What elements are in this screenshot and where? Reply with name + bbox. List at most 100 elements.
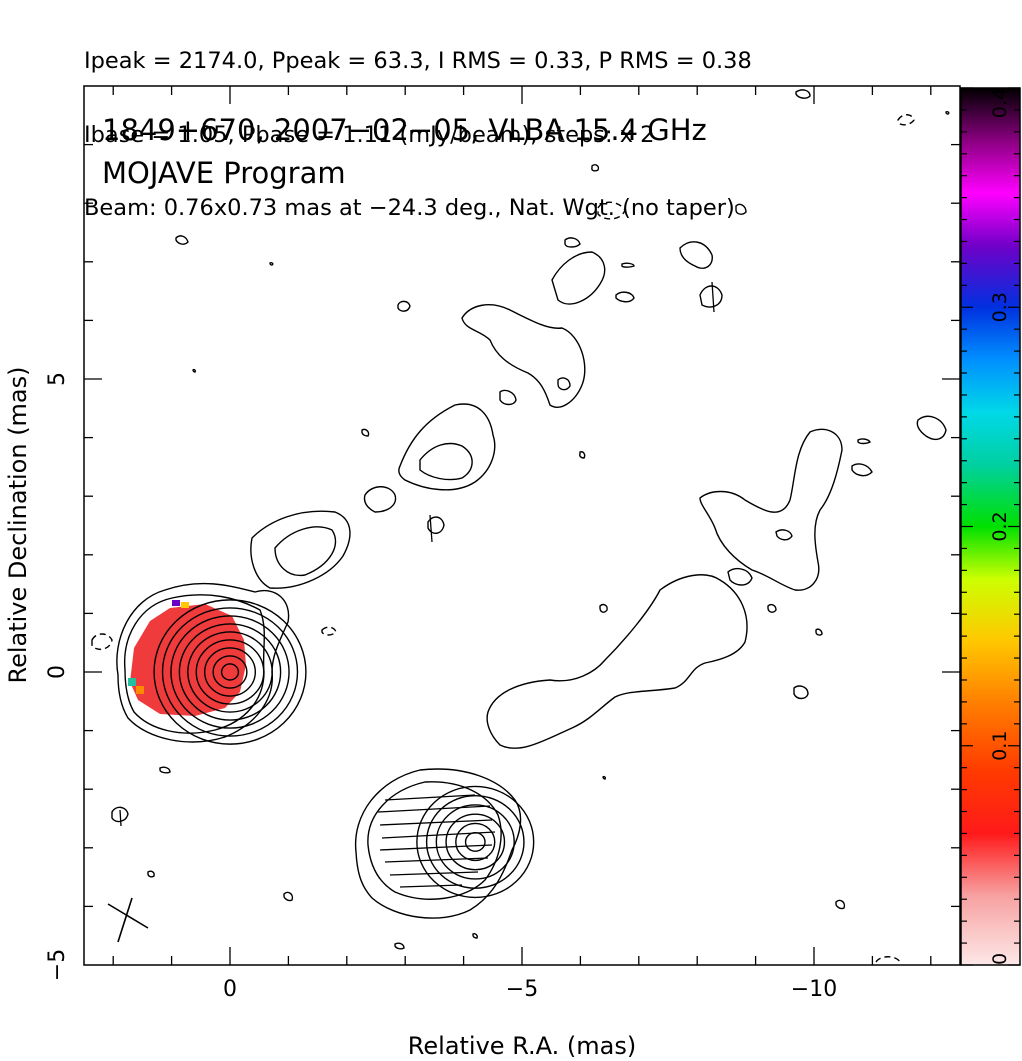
feature-rings xyxy=(416,785,535,899)
beam-major-axis xyxy=(107,903,149,929)
pol-vector xyxy=(711,281,715,313)
noise-contour xyxy=(579,451,586,459)
negative-contour xyxy=(91,633,113,651)
core-ring xyxy=(203,647,257,697)
noise-contour xyxy=(945,111,950,115)
arm-contour-12 xyxy=(835,899,846,910)
header-line-3: Beam: 0.76x0.73 mas at −24.3 deg., Nat. … xyxy=(84,195,735,221)
noise-contour xyxy=(394,942,405,950)
jet-contour-14 xyxy=(397,300,411,312)
feature-ring xyxy=(425,795,525,889)
colorbar-tick-label: 0 xyxy=(989,953,1011,965)
noise-contours xyxy=(111,89,950,950)
noise-contour xyxy=(795,89,811,99)
arm-contour-11 xyxy=(599,603,608,613)
jet-contour-9 xyxy=(557,377,571,391)
core-ring xyxy=(153,599,307,745)
jet-contour-6 xyxy=(461,304,586,408)
core-ring xyxy=(212,655,248,689)
feature-ring xyxy=(464,831,486,852)
core-pol-speck-2 xyxy=(136,686,144,694)
feature-ring xyxy=(455,822,496,862)
y-tick-label: 0 xyxy=(45,665,70,679)
beam-marker xyxy=(107,897,149,943)
negative-contour xyxy=(597,201,626,220)
negative-contour xyxy=(875,956,901,963)
jet-contour-7 xyxy=(551,251,606,305)
core-ring xyxy=(187,631,273,713)
feature-ring xyxy=(435,804,515,880)
colorbar-ticks: 0 0.1 0.2 0.3 0.4 xyxy=(961,87,1020,966)
noise-contour xyxy=(159,766,171,774)
arm-contour-7 xyxy=(793,685,809,700)
arm-contour-9 xyxy=(815,628,823,636)
feature-envelope-contour-2 xyxy=(367,781,502,900)
noise-contour xyxy=(269,262,274,266)
noise-contour xyxy=(283,891,294,902)
jet-contour-5 xyxy=(419,442,473,481)
arm-contour-1 xyxy=(486,574,748,749)
pol-vector xyxy=(377,805,491,813)
colorbar-tick-label: 0.1 xyxy=(989,731,1011,761)
core-ring xyxy=(178,623,282,721)
jet-contour-12 xyxy=(564,237,581,248)
jet-contour-10 xyxy=(679,241,713,269)
x-tick-label: −5 xyxy=(506,977,538,1002)
arm-contour-6 xyxy=(851,463,873,477)
x-axis-label: Relative R.A. (mas) xyxy=(408,1032,636,1060)
core-pol-speck-3 xyxy=(172,600,180,606)
y-tick-label: 5 xyxy=(45,372,70,386)
colorbar-tick-label: 0.3 xyxy=(989,292,1011,322)
jet-contour-4 xyxy=(398,403,496,491)
feature-ring xyxy=(416,785,535,899)
noise-contour xyxy=(602,775,606,780)
core-ring xyxy=(195,639,265,705)
pol-vector xyxy=(389,871,479,876)
axis-ticks xyxy=(84,86,960,965)
header-line-2: Ibase = 1.05, Pbase = 1.11 (mJy/beam), s… xyxy=(84,121,655,148)
core-ring xyxy=(161,607,299,737)
axis-tick-labels: 0 −5 −10 −5 0 5 xyxy=(45,372,837,1002)
arm-contour-4 xyxy=(775,529,793,541)
core-rings xyxy=(153,599,307,745)
pol-vector xyxy=(379,819,493,826)
arm-contour-5 xyxy=(916,415,947,441)
arm-contour-3 xyxy=(727,567,753,586)
negative-contours xyxy=(91,114,915,963)
negative-contour xyxy=(321,626,337,636)
core-pol-speck-4 xyxy=(181,602,189,608)
noise-contour xyxy=(192,368,196,373)
noise-contour xyxy=(621,262,635,268)
plot-header: Ipeak = 2174.0, Ppeak = 63.3, I RMS = 0.… xyxy=(84,0,752,245)
jet-contour-3 xyxy=(363,486,397,513)
pol-vector xyxy=(379,844,493,851)
feature-ring xyxy=(445,813,506,871)
noise-contour xyxy=(111,806,129,823)
beam-minor-axis xyxy=(117,897,133,943)
pol-vector xyxy=(399,884,463,888)
jet-contours xyxy=(175,235,723,589)
arm-contour-10 xyxy=(767,603,777,613)
y-axis-label: Relative Declination (mas) xyxy=(4,366,32,683)
x-tick-label: −10 xyxy=(791,977,837,1002)
arm-contour-2 xyxy=(699,428,843,591)
core-pol-speck-1 xyxy=(128,678,136,686)
jet-arm-lower xyxy=(486,415,947,910)
negative-contour xyxy=(897,114,915,126)
noise-contour xyxy=(472,933,478,939)
core-polarization xyxy=(128,600,246,716)
core-ring xyxy=(220,663,240,681)
pol-vector xyxy=(381,831,496,839)
polarization-vectors xyxy=(119,281,715,888)
core-ring xyxy=(170,615,290,729)
y-tick-label: −5 xyxy=(45,949,70,981)
pol-vector xyxy=(384,794,476,801)
pol-vector xyxy=(119,809,122,827)
pol-vector xyxy=(429,514,433,543)
noise-contour xyxy=(147,870,155,878)
core-envelope-contour xyxy=(116,582,290,743)
plot-frame xyxy=(83,85,961,966)
plot-annotation-line-1: 1849+670, 2007−02−05, VLBA 15.4 GHz xyxy=(102,113,707,147)
pol-vector xyxy=(384,857,489,863)
jet-contour-1 xyxy=(250,510,351,589)
